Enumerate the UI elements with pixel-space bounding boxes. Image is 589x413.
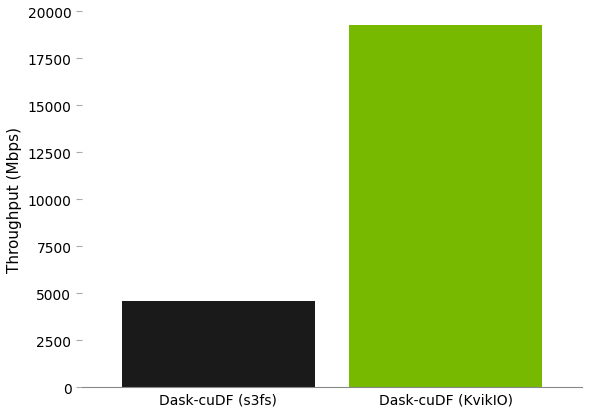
Y-axis label: Throughput (Mbps): Throughput (Mbps) bbox=[7, 127, 22, 273]
Bar bbox=[349, 26, 542, 387]
Bar bbox=[121, 301, 315, 387]
